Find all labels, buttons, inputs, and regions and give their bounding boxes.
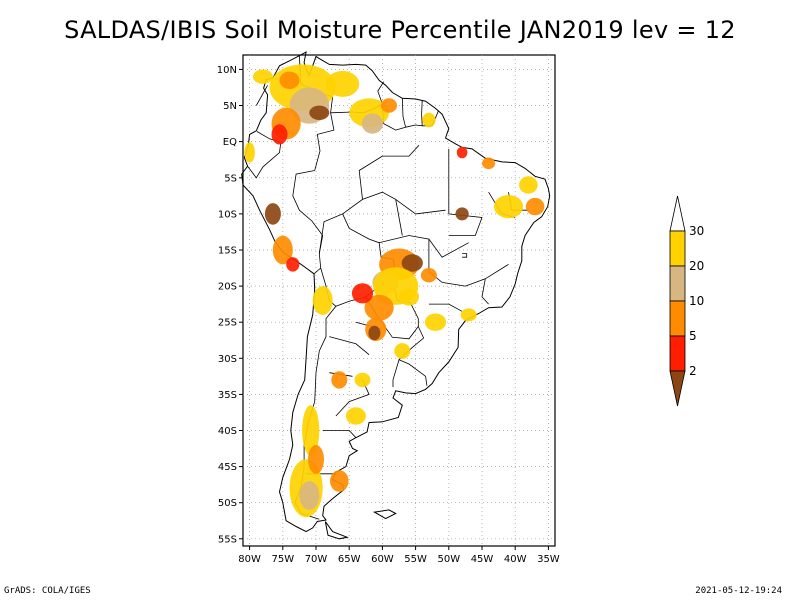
colorbar-label: 20 <box>689 259 704 273</box>
colorbar-label: 30 <box>689 224 704 238</box>
shading-patch <box>308 445 324 474</box>
tierra-del-fuego-outline <box>324 521 350 540</box>
shading-patch <box>326 70 360 97</box>
border-line <box>247 131 282 179</box>
shading-patch <box>286 257 300 272</box>
map-title: SALDAS/IBIS Soil Moisture Percentile JAN… <box>64 16 736 44</box>
border-line <box>462 253 468 258</box>
border-line <box>395 199 446 215</box>
colorbar-label: 2 <box>689 364 697 378</box>
shading-patch <box>271 124 288 145</box>
falkland-islands-outline <box>372 509 397 520</box>
lat-tick-label: 5S <box>224 173 237 184</box>
shading-patch <box>252 69 273 84</box>
shading-patch <box>331 371 348 389</box>
lat-tick-label: 45S <box>218 462 237 473</box>
lat-tick-label: 15S <box>218 246 237 257</box>
lon-tick-label: 65W <box>338 554 361 565</box>
border-line <box>342 191 403 236</box>
lon-tick-label: 45W <box>471 554 494 565</box>
shading-patch <box>264 203 281 225</box>
shading-patch <box>399 288 419 306</box>
shading-patch <box>460 308 477 322</box>
colorbar-segment <box>669 230 686 267</box>
shading-patch <box>394 343 411 359</box>
shading-patch <box>401 254 423 272</box>
shading-patch <box>312 286 333 315</box>
shading-patch <box>519 176 538 194</box>
border-line <box>335 379 370 417</box>
shading-patch <box>299 481 320 510</box>
border-line <box>255 85 268 106</box>
soil-moisture-shading <box>244 64 545 518</box>
shading-patch <box>272 235 293 265</box>
colorbar-segment <box>669 335 686 372</box>
shading-patch <box>381 98 397 113</box>
border-line <box>322 430 357 438</box>
shading-patch <box>456 146 468 159</box>
border-line <box>428 303 463 312</box>
south-america-coastline <box>241 51 551 540</box>
lon-tick-label: 60W <box>371 554 394 565</box>
colorbar: 30 20 10 5 2 <box>669 195 704 407</box>
shading-patch <box>354 372 371 388</box>
colorbar-label: 10 <box>689 294 704 308</box>
lat-tick-label: 10N <box>217 65 237 76</box>
lat-tick-label: 30S <box>218 354 237 365</box>
lon-tick-label: 80W <box>238 554 261 565</box>
colorbar-segment <box>669 265 686 302</box>
lat-tick-label: 25S <box>218 318 237 329</box>
lat-tick-label: 40S <box>218 426 237 437</box>
shading-patch <box>368 325 381 341</box>
lat-tick-label: 5N <box>223 101 237 112</box>
lon-tick-label: 75W <box>271 554 294 565</box>
lon-tick-label: 70W <box>305 554 328 565</box>
shading-patch <box>345 407 366 425</box>
lon-tick-label: 55W <box>404 554 427 565</box>
colorbar-bottom-triangle <box>669 370 686 407</box>
border-line <box>292 170 324 275</box>
lat-tick-label: EQ <box>223 137 237 148</box>
footer-credit: GrADS: COLA/IGES <box>4 586 91 596</box>
lat-tick-label: 20S <box>218 282 237 293</box>
shading-patch <box>455 207 469 221</box>
lon-tick-label: 35W <box>537 554 560 565</box>
shading-patch <box>482 157 496 170</box>
shading-patch <box>422 112 436 128</box>
shading-patch <box>244 142 255 163</box>
shading-patch <box>420 268 437 283</box>
border-line <box>448 148 483 236</box>
shading-patch <box>525 197 545 216</box>
shading-patch <box>424 313 447 331</box>
shading-patch <box>493 195 524 219</box>
colorbar-top-triangle <box>669 195 686 232</box>
shading-patch <box>302 405 320 456</box>
lat-tick-label: 10S <box>218 209 237 220</box>
shading-patch <box>309 105 330 121</box>
border-line <box>481 278 489 305</box>
shading-patch <box>279 71 300 90</box>
shading-patch <box>351 283 374 304</box>
lat-tick-label: 55S <box>218 534 237 545</box>
lon-tick-label: 50W <box>437 554 460 565</box>
shading-patch <box>361 113 383 134</box>
border-line <box>392 359 400 388</box>
colorbar-segment <box>669 300 686 337</box>
border-line <box>329 336 370 356</box>
shading-patch <box>330 470 349 492</box>
lat-tick-label: 50S <box>218 498 237 509</box>
longitude-labels: 80W 75W 70W 65W 60W 55W 50W 45W 40W 35W <box>238 546 560 565</box>
coastline-outline <box>241 51 551 533</box>
lat-tick-label: 35S <box>218 390 237 401</box>
border-line <box>358 145 420 200</box>
colorbar-label: 5 <box>689 329 697 343</box>
shading-patch <box>364 294 394 321</box>
latitude-labels: 10N 5N EQ 5S 10S 15S 20S 25S 30S 35S 40S 45S 50S 55S <box>217 65 243 545</box>
lon-tick-label: 40W <box>504 554 527 565</box>
footer-timestamp: 2021-05-12-19:24 <box>695 586 782 596</box>
